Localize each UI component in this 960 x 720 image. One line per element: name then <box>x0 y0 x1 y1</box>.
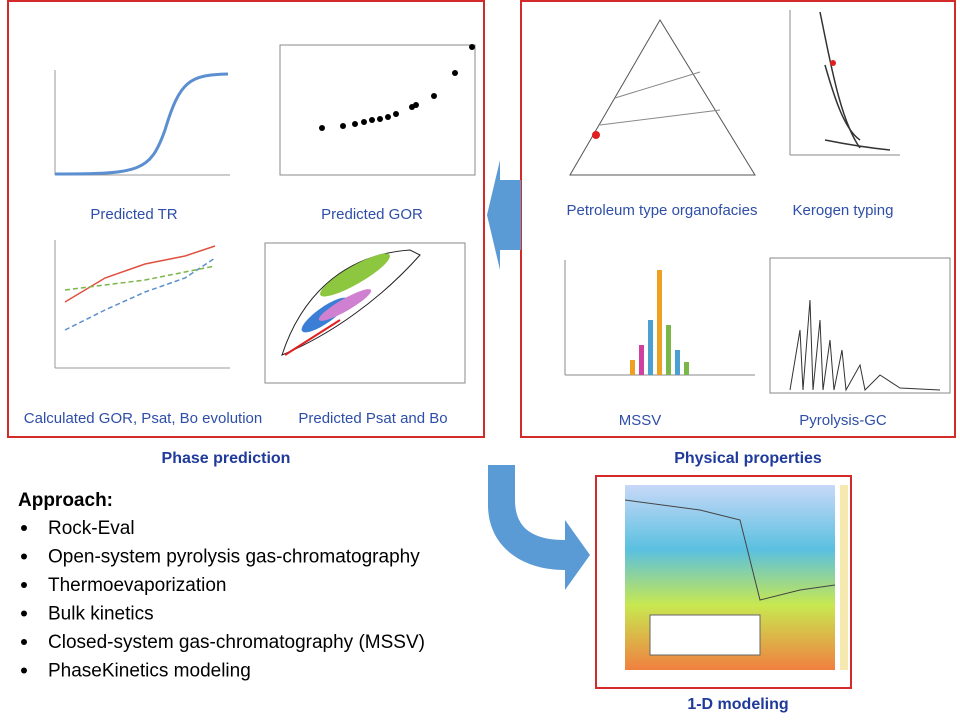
caption: MSSV <box>619 412 662 429</box>
modeling-thumb <box>624 485 848 670</box>
bullet <box>21 525 27 531</box>
approach-item: PhaseKinetics modeling <box>48 661 251 682</box>
phase-frame <box>7 0 485 438</box>
approach-item: Open-system pyrolysis gas-chromatography <box>48 547 420 568</box>
approach-item: Thermoevaporization <box>48 575 226 596</box>
psat-thumb <box>264 242 466 384</box>
section-title: Phase prediction <box>162 450 291 467</box>
curved-arrow <box>488 465 590 590</box>
approach-item: Closed-system gas-chromatography (MSSV) <box>48 632 425 653</box>
caption: Petroleum type organofacies <box>567 202 758 219</box>
evolution-thumb <box>54 240 230 369</box>
caption: Kerogen typing <box>793 202 894 219</box>
left-arrow <box>487 160 521 270</box>
caption: Calculated GOR, Psat, Bo evolution <box>24 410 262 427</box>
kerogen-thumb <box>789 10 900 156</box>
caption: Predicted Psat and Bo <box>298 410 447 427</box>
section-title: Physical properties <box>674 450 822 467</box>
bullet <box>21 582 27 588</box>
bullet <box>21 667 27 674</box>
ternary-thumb <box>569 19 756 176</box>
mssv-thumb <box>564 260 755 376</box>
caption: Predicted GOR <box>321 206 423 223</box>
section-title: 1-D modeling <box>687 696 788 713</box>
gor-thumb <box>279 44 476 176</box>
caption: Pyrolysis-GC <box>799 412 887 429</box>
bullet <box>21 639 27 645</box>
caption: Predicted TR <box>90 206 177 223</box>
approach-item: Bulk kinetics <box>48 604 154 625</box>
pyrolysis-thumb <box>769 257 951 394</box>
physical-frame <box>520 0 956 438</box>
approach-heading: Approach: <box>18 490 113 511</box>
bullet <box>21 553 27 560</box>
approach-list: Rock-Eval Open-system pyrolysis gas-chrom… <box>21 518 425 682</box>
approach-item: Rock-Eval <box>48 518 135 539</box>
bullet <box>21 610 27 617</box>
tr-thumb <box>54 70 230 176</box>
